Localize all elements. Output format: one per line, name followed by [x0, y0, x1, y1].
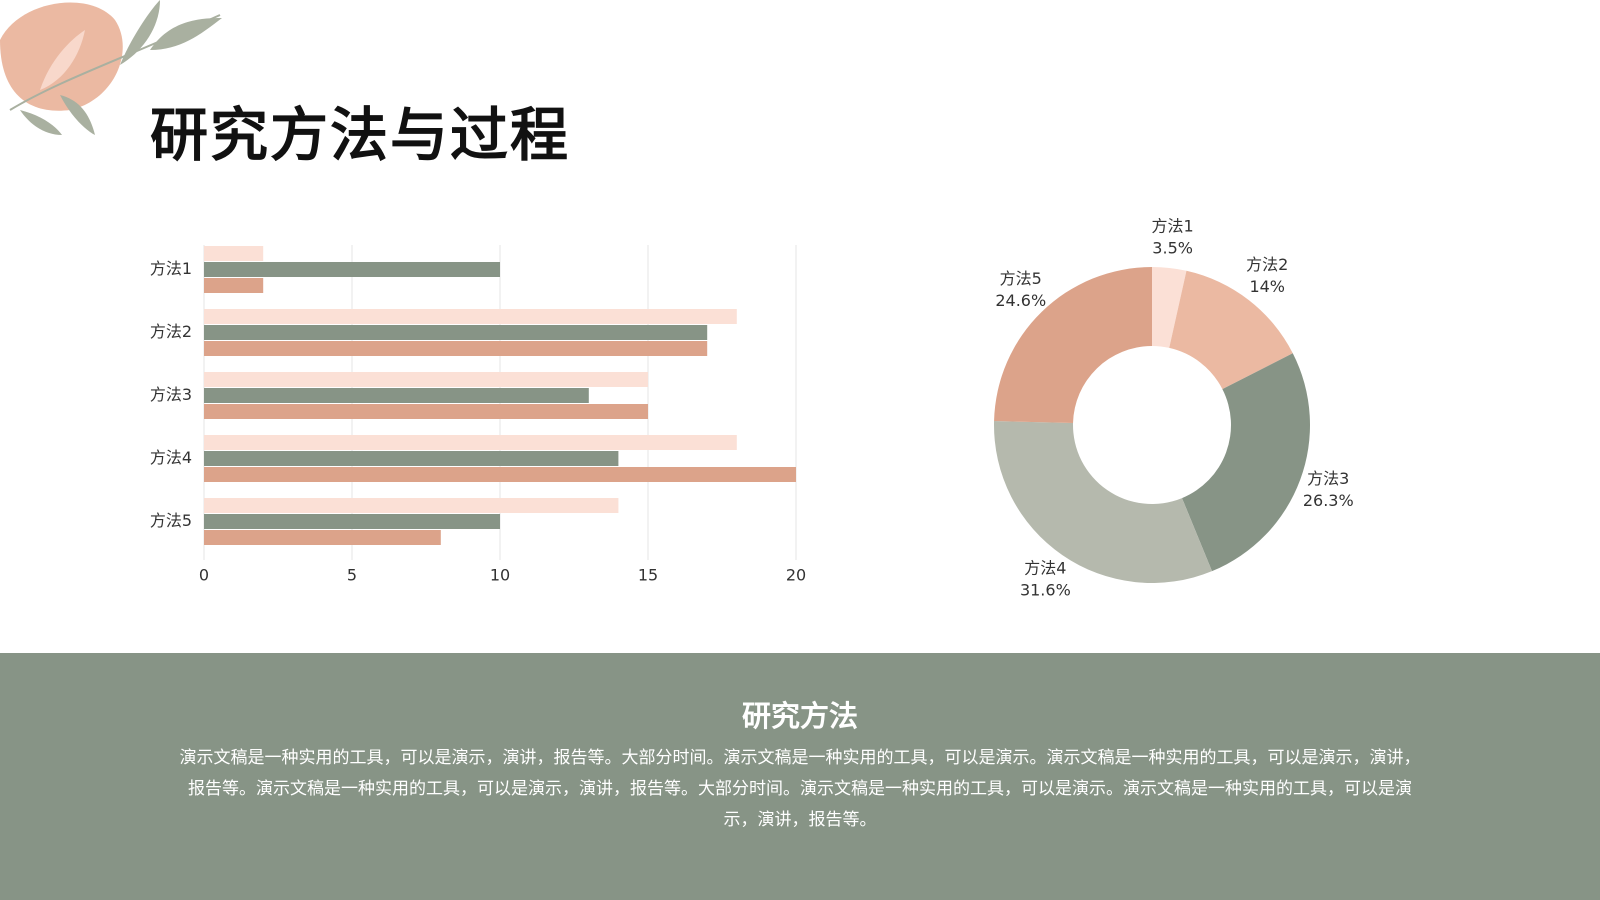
leaf: [20, 110, 62, 135]
leaf: [40, 30, 85, 90]
section-heading: 研究方法: [741, 699, 858, 733]
slide-title: 研究方法与过程: [150, 101, 571, 169]
leaf: [120, 0, 160, 65]
bar: [204, 514, 500, 529]
slice-value-label: 26.3%: [1303, 491, 1354, 510]
x-tick-label: 20: [786, 566, 806, 585]
slice-label: 方法4: [1024, 558, 1066, 577]
bar: [204, 435, 737, 450]
slice-label: 方法2: [1246, 255, 1288, 274]
donut-slice: [1182, 353, 1310, 572]
x-tick-label: 15: [638, 566, 658, 585]
bar: [204, 388, 589, 403]
slice-label: 方法3: [1307, 469, 1349, 488]
x-tick-label: 10: [490, 566, 510, 585]
y-tick-label: 方法3: [150, 385, 192, 404]
bar: [204, 451, 619, 466]
bar: [204, 262, 500, 277]
bar: [204, 372, 648, 387]
bar: [204, 309, 737, 324]
bar: [204, 467, 796, 482]
x-tick-label: 0: [199, 566, 209, 585]
bar: [204, 246, 264, 261]
y-tick-label: 方法2: [150, 322, 192, 341]
x-tick-label: 5: [347, 566, 357, 585]
slice-label: 方法5: [1000, 269, 1042, 288]
slice-value-label: 31.6%: [1020, 580, 1071, 599]
bar: [204, 498, 619, 513]
y-tick-label: 方法5: [150, 511, 192, 530]
leaf: [150, 18, 222, 50]
bar: [204, 278, 264, 293]
leaf: [60, 95, 95, 135]
donut-slice: [994, 267, 1152, 424]
bar: [204, 341, 708, 356]
bar: [204, 404, 648, 419]
bar: [204, 325, 708, 340]
y-tick-label: 方法4: [150, 448, 192, 467]
slice-label: 方法1: [1152, 217, 1194, 236]
y-tick-label: 方法1: [150, 259, 192, 278]
charts: 0 5 10 15 20 方法1 方法2 方法3 方法4 方法5 方法1 3.5% 方法2 14% 方法3 2…: [150, 217, 1354, 600]
leaf-decoration: [0, 0, 222, 135]
slice-value-label: 14%: [1249, 277, 1285, 296]
donut-slice: [1152, 267, 1187, 348]
section-body: 演示文稿是一种实用的工具，可以是演示，演讲，报告等。大部分时间。演示文稿是一种实…: [179, 748, 1421, 830]
bar: [204, 530, 441, 545]
summary-band: 研究方法 演示文稿是一种实用的工具，可以是演示，演讲，报告等。大部分时间。演示文…: [0, 653, 1600, 900]
slice-value-label: 3.5%: [1152, 239, 1193, 258]
donut-slice: [1169, 270, 1293, 390]
slice-value-label: 24.6%: [995, 291, 1046, 310]
donut-slice: [993, 421, 1213, 583]
